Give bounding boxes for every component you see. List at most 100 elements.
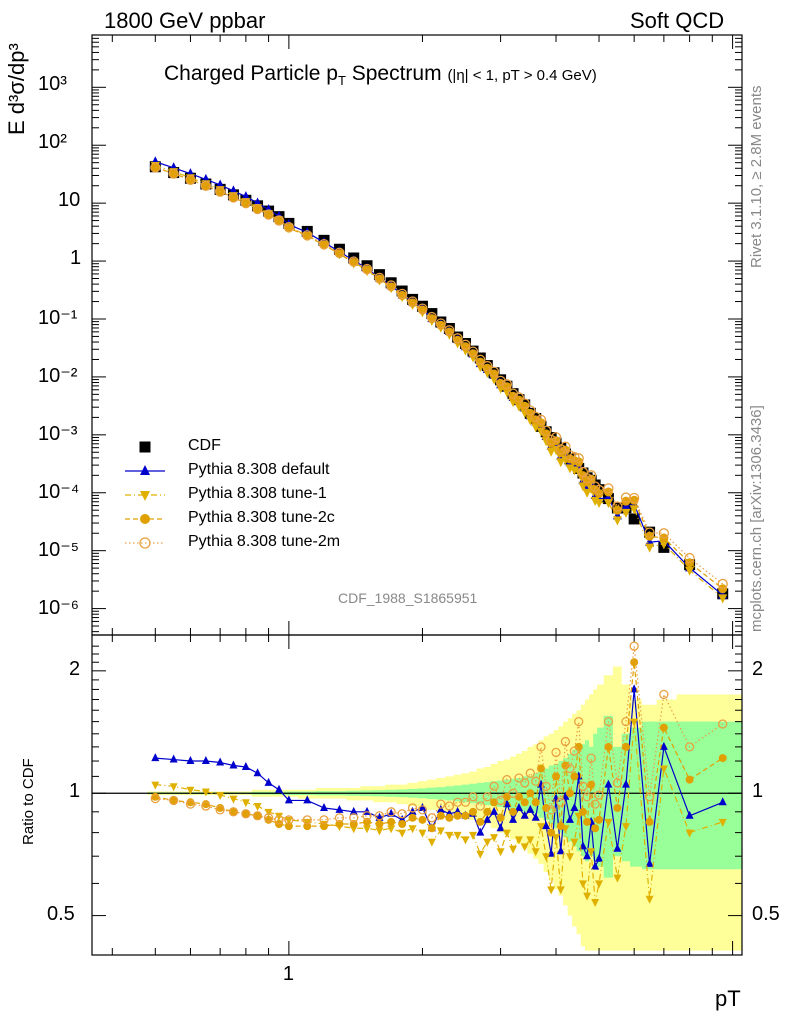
ratio-point [386,807,396,817]
ratio-point [408,813,417,822]
mc-point [274,216,284,226]
y-tick-label: 10⁻² [38,364,78,387]
ratio-point [587,848,596,857]
mc-point [201,181,211,191]
y-tick-label: 10 [58,189,81,212]
ratio-point [436,827,445,836]
ratio-point [476,827,485,836]
ratio-point [537,764,546,773]
analysis-watermark: CDF_1988_S1865951 [338,590,478,606]
ratio-point [476,850,485,859]
y-tick-label: 10⁻⁶ [38,596,80,619]
mc-point [252,203,263,215]
y-tick-label: 10⁻¹ [38,306,78,329]
ratio-point [475,801,485,811]
ratio-point [556,886,565,895]
mc-point [318,238,330,250]
mc-point [334,247,345,258]
ratio-point [556,846,565,855]
mc-point [536,427,546,437]
mc-point [150,162,161,173]
ratio-point [263,813,274,823]
y-tick-label: 10³ [38,73,67,96]
ratio-point [603,716,614,727]
process-label: Soft QCD [630,8,725,33]
ratio-point [556,822,565,831]
mc-uncertainty-bands [147,666,742,951]
ratio-point [375,820,384,829]
mc-point [586,470,597,481]
ratio-point [201,756,210,765]
ratio-point [546,805,556,815]
ratio-point [303,822,312,831]
ratio-point [685,829,694,838]
ratio-point [613,843,622,852]
mc-point [228,192,239,203]
ratio-point [418,829,427,838]
ratio-point [659,741,668,750]
mc-point [417,303,428,314]
mc-point [645,543,655,553]
mcplots-label: mcplots.cern.ch [arXiv:1306.3436] [748,405,765,632]
chart-title-cuts: (|η| < 1, pT > 0.4 GeV) [447,67,597,84]
ratio-point [574,716,584,727]
ratio-point [578,807,587,816]
ratio-point [469,831,478,840]
ratio-point [630,658,639,667]
ratio-point [349,813,359,823]
ratio-point [520,810,529,819]
ratio-point [613,803,622,812]
mc-point [241,191,251,201]
ratio-point [684,742,695,752]
ratio-point [542,821,551,830]
ratio-point [241,809,251,819]
data-point [628,513,640,525]
rivet-version-label: Rivet 3.1.10, ≥ 2.8M events [748,85,765,269]
ratio-point [645,895,654,904]
mc-point [520,401,530,411]
ratio-point [514,773,524,783]
ratio-point [169,796,178,805]
ratio-point [387,817,396,826]
ratio-point [595,815,604,824]
ratio-point [629,641,639,651]
legend-entry-label: CDF [188,437,221,454]
energy-label: 1800 GeV ppbar [104,8,266,33]
ratio-point [490,834,499,843]
ratio-point [436,811,445,820]
ratio-point [374,811,385,821]
mc-point [621,496,631,506]
mc-point [535,414,547,425]
ratio-point [303,795,312,804]
ratio-point [526,836,535,845]
mc-point [475,354,486,365]
ratio-point [508,788,518,798]
ratio-point [718,797,727,806]
ratio-point [284,816,293,825]
mc-point [349,257,359,267]
ratio-point [542,853,551,862]
ratio-point [552,834,561,843]
ratio-point [502,774,512,785]
ratio-point [444,801,455,811]
mc-point [150,162,160,172]
ratio-point [228,807,239,817]
ratio-point [274,815,284,825]
y-tick-label: 1 [70,247,82,270]
ratio-point [417,805,428,815]
ratio-point [418,815,427,824]
ratio-point [590,799,600,809]
ratio-point [274,812,283,821]
ratio-point [537,823,546,832]
mc-point [228,193,238,203]
series-line-1 [155,161,724,596]
mc-point [685,566,695,576]
ratio-point [644,792,655,802]
ratio-point [349,806,358,815]
ratio-tick-label-right: 2 [752,657,764,680]
ratio-point [490,806,499,815]
mc-point [200,180,212,191]
ratio-point [526,804,535,813]
mc-point [396,288,408,300]
